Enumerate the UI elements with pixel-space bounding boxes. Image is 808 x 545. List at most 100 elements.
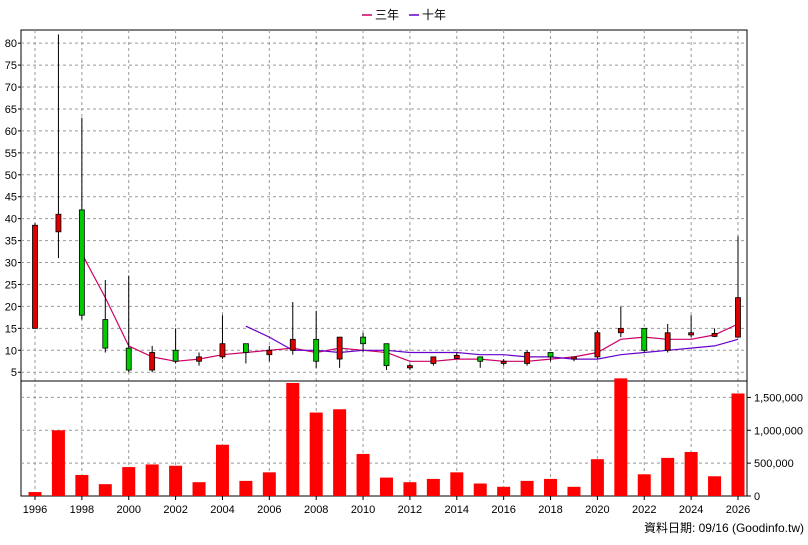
candle	[477, 356, 484, 368]
candle-body	[313, 338, 320, 362]
candle-body	[735, 297, 741, 338]
candle-body	[688, 332, 695, 336]
candle	[125, 275, 132, 373]
candle	[453, 352, 460, 360]
series-line-three-year	[81, 253, 739, 362]
price-tick-label: 70	[5, 82, 17, 94]
price-tick-label: 10	[5, 345, 17, 357]
price-tick-label: 60	[5, 126, 17, 138]
volume-bar	[614, 378, 628, 496]
volume-tick-label: 0	[754, 491, 760, 503]
price-tick-label: 75	[5, 60, 17, 72]
x-tick-label: 1998	[70, 504, 94, 516]
candle	[430, 356, 437, 366]
candle	[688, 315, 695, 338]
legend-label-three-year: 三年	[375, 8, 399, 22]
candle-body	[55, 213, 62, 233]
price-panel: 5 10 15 20 25 30 35 40 45 50 55 60 65 70 75 80	[5, 29, 748, 496]
candle-body	[172, 349, 179, 362]
volume-bar	[145, 464, 159, 496]
candle-body	[430, 356, 437, 364]
candle	[524, 350, 530, 366]
candle-body	[289, 338, 296, 351]
volume-bar	[708, 476, 722, 496]
x-tick-label: 2006	[257, 504, 281, 516]
price-tick-label: 35	[5, 236, 17, 248]
candle-body	[524, 352, 530, 364]
volume-bar	[98, 484, 112, 496]
candle-body	[477, 356, 484, 362]
footer-data-date: 資料日期: 09/16 (Goodinfo.tw)	[644, 521, 804, 535]
candle	[500, 359, 507, 366]
candle	[664, 323, 671, 353]
volume-tick-label: 1,000,000	[754, 425, 803, 437]
candle-body	[102, 319, 109, 349]
candle-body	[711, 333, 718, 337]
candle-body	[500, 360, 507, 364]
candle	[617, 306, 624, 338]
candle	[172, 328, 179, 364]
candle	[383, 343, 390, 371]
candle-body	[32, 224, 38, 329]
candle-body	[571, 356, 577, 360]
volume-bar	[309, 412, 323, 496]
candle	[149, 345, 156, 373]
volume-bar	[544, 478, 558, 496]
candle-body	[149, 352, 156, 371]
volume-bar	[169, 465, 183, 496]
candle	[55, 34, 62, 259]
volume-bar	[286, 382, 300, 496]
candle	[289, 302, 296, 355]
price-tick-label: 25	[5, 279, 17, 291]
volume-bar	[379, 477, 393, 496]
volume-bar	[684, 451, 698, 496]
x-tick-label: 2026	[726, 504, 750, 516]
volume-bar	[637, 474, 651, 496]
price-tick-label: 65	[5, 104, 17, 116]
candle-body	[547, 352, 554, 358]
volume-bar	[122, 467, 136, 496]
x-axis: 1996 1998 2000 2002 2004 2006 2008 2010 2012 2014…	[23, 496, 750, 516]
price-tick-label: 40	[5, 214, 17, 226]
candle	[219, 315, 226, 360]
candle-body	[641, 327, 648, 351]
volume-bar	[403, 482, 417, 496]
candle-body	[78, 209, 85, 316]
candle-body	[242, 343, 249, 353]
x-tick-label: 2012	[398, 504, 422, 516]
candle	[547, 352, 554, 362]
candle-body	[219, 343, 226, 358]
candle	[242, 343, 249, 364]
volume-bar	[262, 472, 276, 496]
price-tick-label: 55	[5, 148, 17, 160]
series-line-ten-year	[245, 325, 739, 360]
volume-bar	[192, 482, 206, 496]
x-tick-label: 2010	[351, 504, 375, 516]
candle	[102, 280, 109, 353]
candle	[735, 236, 741, 338]
candle-body	[453, 354, 460, 359]
volume-bar	[28, 492, 42, 496]
volume-panel: 0 500,000 1,000,000 1,500,000	[20, 378, 803, 503]
candle	[641, 327, 648, 353]
candle-body	[125, 347, 132, 371]
legend: 三年 十年	[362, 8, 446, 22]
x-tick-label: 2004	[210, 504, 234, 516]
volume-bar	[75, 474, 89, 496]
candle-body	[336, 336, 343, 360]
candle	[594, 330, 601, 360]
price-tick-label: 20	[5, 301, 17, 313]
volume-bar	[473, 483, 487, 496]
candle	[313, 310, 320, 368]
x-tick-label: 2000	[116, 504, 140, 516]
volume-bar	[333, 409, 347, 496]
x-tick-label: 2014	[445, 504, 469, 516]
candle-body	[383, 343, 390, 367]
x-tick-label: 1996	[23, 504, 47, 516]
volume-bar	[426, 478, 440, 496]
price-tick-label: 30	[5, 258, 17, 270]
candle	[571, 356, 577, 362]
candle-body	[664, 332, 671, 351]
x-tick-label: 2022	[632, 504, 656, 516]
